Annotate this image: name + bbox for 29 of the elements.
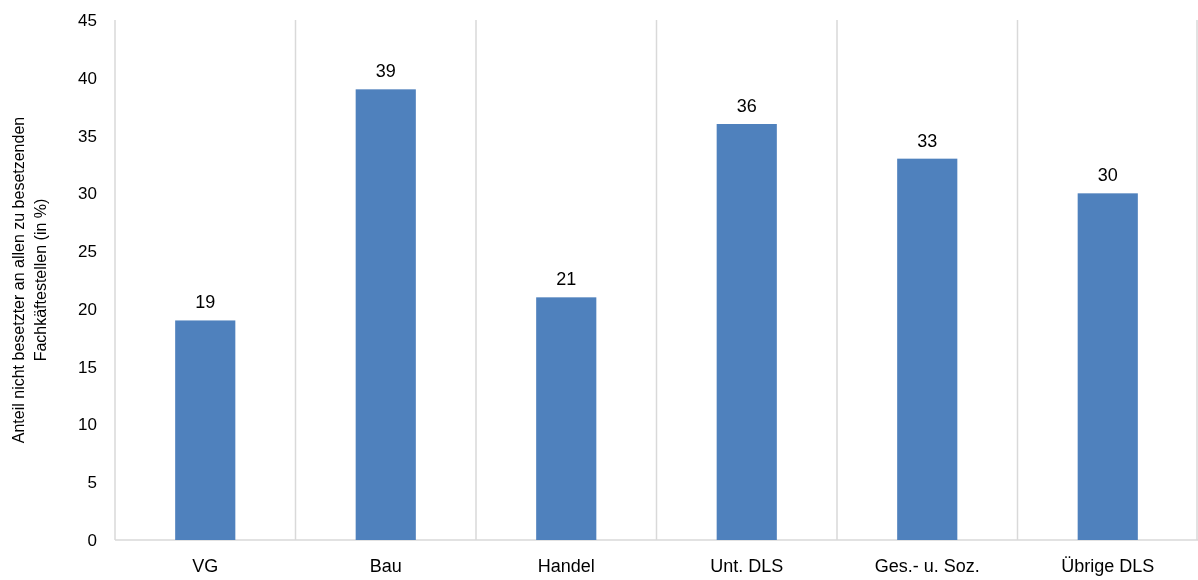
y-tick-label: 35 (78, 126, 97, 146)
y-tick-label: 5 (87, 473, 97, 493)
y-tick-label: 15 (78, 357, 97, 377)
bar (175, 320, 236, 540)
x-tick-label: VG (192, 556, 219, 576)
x-tick-label: Handel (537, 556, 595, 576)
bar (716, 124, 777, 540)
y-tick-label: 20 (78, 299, 97, 319)
y-tick-label: 45 (78, 10, 97, 30)
y-tick-label: 30 (78, 184, 97, 204)
y-tick-label: 0 (87, 530, 97, 550)
data-label: 39 (375, 61, 396, 82)
bar (536, 297, 597, 540)
y-tick-label: 40 (78, 68, 97, 88)
x-tick-label: Ges.- u. Soz. (874, 556, 980, 576)
bar (355, 89, 416, 540)
data-label: 36 (736, 96, 757, 116)
y-tick-label: 10 (78, 415, 97, 435)
data-label: 33 (917, 130, 938, 151)
x-tick-label: Unt. DLS (710, 556, 784, 576)
bar (1077, 193, 1138, 540)
data-label: 21 (556, 269, 577, 290)
y-axis-title: Anteil nicht besetzter an allen zu besetzenden Fachkäftestellen (in %) (10, 116, 49, 444)
x-tick-label: Bau (369, 556, 402, 576)
data-label: 19 (195, 292, 216, 313)
y-tick-label: 25 (78, 242, 97, 262)
bar (897, 158, 958, 540)
data-label: 30 (1097, 165, 1118, 186)
x-tick-label: Übrige DLS (1061, 556, 1155, 576)
